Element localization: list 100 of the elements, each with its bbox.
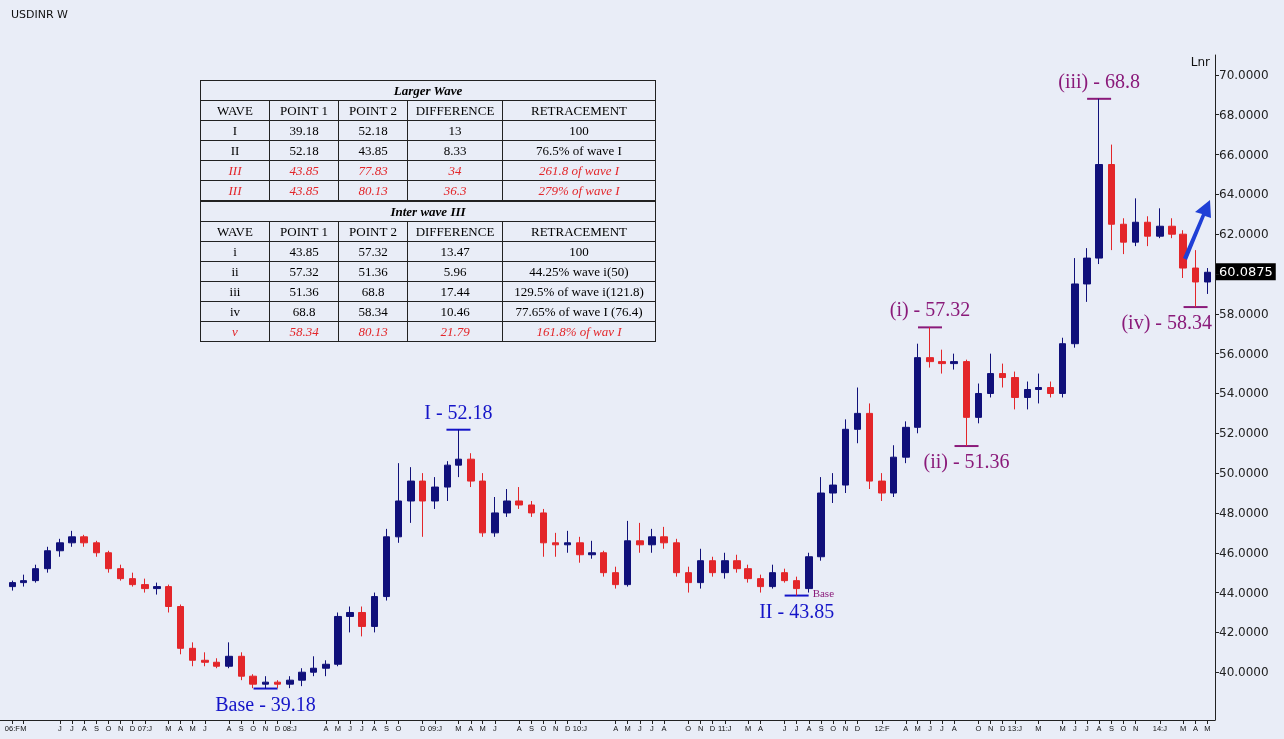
annotation: 43.85 bbox=[338, 140, 408, 161]
annotation: (iv) - 58.34 bbox=[1121, 311, 1212, 335]
annotation: 100 bbox=[502, 120, 656, 141]
candlestick bbox=[455, 429, 462, 478]
y-tick-label: 62.0000 bbox=[1219, 227, 1269, 242]
candlestick bbox=[564, 530, 571, 554]
y-tick-label: 46.0000 bbox=[1219, 545, 1269, 560]
annotation: III bbox=[200, 160, 270, 181]
annotation: POINT 2 bbox=[338, 221, 408, 242]
annotation: 68.8 bbox=[269, 301, 339, 322]
candlestick bbox=[829, 472, 837, 504]
annotation: 161.8% of wav I bbox=[502, 321, 656, 342]
y-tick-label: 56.0000 bbox=[1219, 346, 1269, 361]
candlestick bbox=[1144, 215, 1151, 247]
candlestick bbox=[926, 326, 934, 369]
annotation: POINT 2 bbox=[338, 100, 408, 121]
annotation: 43.85 bbox=[269, 241, 339, 262]
candlestick bbox=[68, 530, 76, 548]
candlestick bbox=[987, 353, 994, 398]
annotation: iii bbox=[200, 281, 270, 302]
candlestick bbox=[552, 532, 559, 558]
candlestick bbox=[914, 343, 921, 434]
candlestick bbox=[310, 655, 317, 677]
candlestick bbox=[1095, 98, 1103, 265]
candlestick bbox=[1168, 217, 1176, 239]
annotation: 51.36 bbox=[338, 261, 408, 282]
candlestick bbox=[32, 564, 39, 584]
annotation: RETRACEMENT bbox=[502, 100, 656, 121]
annotation: i bbox=[200, 241, 270, 262]
annotation: I bbox=[200, 120, 270, 141]
candlestick bbox=[950, 353, 958, 371]
candlestick bbox=[407, 466, 415, 524]
annotation: 13.47 bbox=[407, 241, 503, 262]
chart-title: USDINR W bbox=[11, 8, 69, 21]
candlestick bbox=[334, 611, 342, 667]
candlestick bbox=[93, 540, 100, 558]
candlestick bbox=[467, 452, 475, 488]
candlestick bbox=[612, 566, 619, 590]
annotation: 68.8 bbox=[338, 281, 408, 302]
candlestick bbox=[80, 534, 88, 548]
candlestick bbox=[444, 460, 451, 502]
y-tick-label: 68.0000 bbox=[1219, 107, 1269, 122]
candlestick bbox=[636, 522, 644, 554]
candlestick bbox=[1132, 197, 1139, 247]
candlestick bbox=[322, 659, 330, 677]
y-tick-label: 50.0000 bbox=[1219, 466, 1269, 481]
candlestick bbox=[238, 651, 245, 681]
candlestick bbox=[817, 476, 825, 562]
candlestick bbox=[419, 472, 426, 538]
candlestick bbox=[866, 402, 873, 490]
candlestick bbox=[165, 584, 172, 613]
annotation: 36.3 bbox=[407, 180, 503, 201]
candlestick bbox=[938, 349, 946, 375]
candlestick bbox=[660, 526, 668, 550]
annotation: POINT 1 bbox=[269, 100, 339, 121]
candlestick bbox=[685, 566, 692, 594]
candlestick bbox=[854, 387, 861, 444]
candlestick bbox=[1059, 337, 1066, 398]
candlestick bbox=[491, 496, 499, 538]
y-tick-label: 42.0000 bbox=[1219, 625, 1269, 640]
annotation: 58.34 bbox=[338, 301, 408, 322]
annotation: Base bbox=[812, 587, 835, 600]
candlestick bbox=[274, 679, 281, 689]
candlestick bbox=[733, 554, 741, 574]
annotation: 279% of wave I bbox=[502, 180, 656, 201]
y-tick-label: 64.0000 bbox=[1219, 187, 1269, 202]
candlestick bbox=[105, 550, 112, 574]
candlestick bbox=[540, 508, 547, 558]
annotation: (i) - 57.32 bbox=[889, 298, 971, 322]
candlestick bbox=[153, 582, 161, 596]
candlestick bbox=[999, 363, 1006, 388]
annotation: 51.36 bbox=[269, 281, 339, 302]
text: Inter wave III bbox=[200, 201, 656, 222]
candlestick bbox=[249, 673, 257, 689]
candlestick bbox=[963, 359, 970, 447]
candlestick bbox=[286, 675, 294, 689]
candlestick bbox=[1204, 267, 1211, 295]
annotation: 52.18 bbox=[269, 140, 339, 161]
annotation: Lnr bbox=[1190, 55, 1211, 69]
candlestick bbox=[177, 604, 184, 655]
candlestick bbox=[117, 564, 124, 582]
annotation: 77.65% of wave I (76.4) bbox=[502, 301, 656, 322]
candlestick bbox=[1083, 247, 1091, 303]
candlestick bbox=[189, 641, 196, 667]
candlestick bbox=[395, 462, 402, 544]
candlestick bbox=[757, 574, 764, 594]
candlestick bbox=[528, 500, 535, 518]
annotation: iv bbox=[200, 301, 270, 322]
candlestick bbox=[600, 550, 607, 578]
annotation: 39.18 bbox=[269, 120, 339, 141]
candlestick bbox=[975, 383, 982, 424]
candlestick bbox=[262, 675, 269, 690]
candlestick bbox=[890, 444, 897, 498]
annotation: II bbox=[200, 140, 270, 161]
candlestick bbox=[1120, 217, 1127, 255]
candlestick bbox=[697, 548, 704, 590]
annotation: 17.44 bbox=[407, 281, 503, 302]
candlestick bbox=[781, 568, 788, 584]
annotation: 52.18 bbox=[338, 120, 408, 141]
annotation: 43.85 bbox=[269, 160, 339, 181]
